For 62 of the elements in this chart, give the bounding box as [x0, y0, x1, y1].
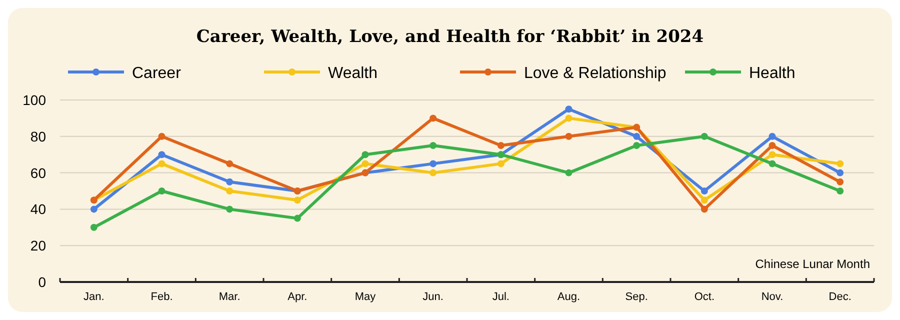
y-tick-label: 60: [30, 164, 46, 181]
point: [362, 151, 369, 158]
point: [700, 188, 708, 194]
point: [836, 178, 844, 186]
x-tick-label: Jun.: [422, 291, 444, 303]
legend-label: Wealth: [328, 65, 378, 82]
point: [430, 160, 437, 168]
point: [565, 169, 572, 176]
point: [565, 106, 572, 113]
x-tick-label: Oct.: [694, 291, 715, 303]
point: [430, 142, 437, 149]
point: [294, 196, 301, 204]
point: [633, 142, 640, 149]
point: [362, 160, 369, 168]
point: [836, 160, 844, 168]
legend-label: Career: [132, 65, 182, 82]
point: [158, 151, 166, 158]
point: [226, 178, 234, 186]
point: [768, 160, 776, 168]
point: [294, 214, 301, 222]
point: [158, 132, 166, 140]
point: [700, 132, 708, 140]
point: [226, 206, 234, 213]
x-tick-label: Apr.: [288, 291, 308, 303]
chart-title: Career, Wealth, Love, and Health for ‘Rabbit’ in 2024: [196, 27, 704, 47]
x-tick-label: May: [354, 291, 376, 303]
point: [565, 132, 572, 140]
point: [565, 114, 572, 122]
x-tick-label: Feb.: [150, 291, 173, 303]
y-tick-label: 0: [38, 274, 46, 290]
y-tick-label: 80: [30, 128, 46, 144]
point: [90, 206, 98, 213]
x-axis-title: Chinese Lunar Month: [755, 257, 870, 271]
point: [497, 160, 504, 168]
point: [158, 188, 166, 194]
point: [768, 151, 776, 158]
point: [226, 160, 234, 168]
point: [430, 114, 437, 122]
point: [158, 160, 166, 168]
point: [90, 224, 98, 231]
point: [497, 142, 504, 149]
point: [836, 188, 844, 194]
point: [430, 169, 437, 176]
x-tick-label: Mar.: [218, 291, 240, 303]
point: [768, 132, 776, 140]
point: [768, 142, 776, 149]
point: [633, 132, 640, 140]
legend-label: Love & Relationship: [524, 65, 666, 82]
y-tick-label: 100: [22, 92, 46, 108]
x-tick-label: Jul.: [492, 291, 510, 303]
point: [226, 188, 234, 194]
y-tick-label: 40: [30, 201, 46, 218]
y-tick-label: 20: [30, 238, 46, 254]
point: [700, 196, 708, 204]
x-tick-label: Sep.: [625, 291, 648, 303]
x-tick-label: Aug.: [557, 291, 580, 303]
x-tick-label: Dec.: [828, 291, 852, 303]
x-tick-label: Jan.: [84, 291, 104, 303]
x-tick-label: Nov.: [761, 291, 784, 303]
point: [836, 169, 844, 176]
legend-label: Health: [749, 65, 796, 82]
point: [700, 206, 708, 213]
